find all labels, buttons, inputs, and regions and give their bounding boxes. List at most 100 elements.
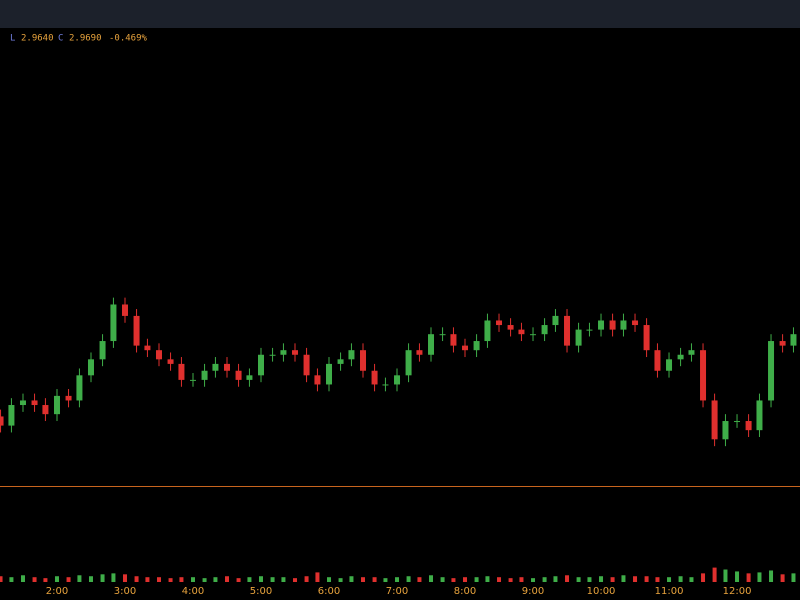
x-tick-label: 12:00 <box>723 586 752 597</box>
x-tick-label: 10:00 <box>587 586 616 597</box>
volume-bar <box>780 574 785 582</box>
volume-bar <box>542 577 547 582</box>
volume-bar <box>791 573 796 582</box>
candle-body <box>541 325 548 335</box>
top-toolbar <box>0 0 800 28</box>
candle-body <box>756 400 763 431</box>
candle-body <box>292 350 299 355</box>
candle-body <box>314 375 321 385</box>
volume-bar <box>213 577 218 582</box>
chart-background <box>0 28 800 600</box>
volume-bar <box>463 577 468 582</box>
volume-bar <box>440 577 445 582</box>
volume-bar <box>293 578 298 582</box>
volume-bar <box>315 572 320 582</box>
candle-body <box>110 304 117 342</box>
volume-bar <box>644 576 649 582</box>
candle-body <box>212 363 219 371</box>
volume-bar <box>32 577 37 582</box>
candle-body <box>280 350 287 355</box>
candle-body <box>722 421 729 440</box>
volume-bar <box>270 577 275 582</box>
volume-bar <box>587 577 592 582</box>
volume-bar <box>236 578 241 582</box>
x-tick-label: 4:00 <box>182 586 204 597</box>
legend-change: -0.469% <box>109 34 148 44</box>
volume-bar <box>553 576 558 582</box>
candle-body <box>609 320 616 330</box>
volume-bar <box>281 577 286 582</box>
volume-bar <box>304 576 309 582</box>
volume-bar <box>769 570 774 582</box>
candle-body <box>677 354 684 360</box>
candle-body <box>688 350 695 355</box>
volume-bar <box>20 575 25 582</box>
candle-body <box>178 363 185 380</box>
volume-bar <box>66 577 71 582</box>
candle-body <box>394 375 401 385</box>
x-tick-label: 5:00 <box>250 586 272 597</box>
volume-bar <box>757 572 762 582</box>
candle-body <box>42 405 49 415</box>
candle-body <box>19 400 26 406</box>
volume-bar <box>599 576 604 582</box>
volume-bar <box>122 574 127 582</box>
volume-bar <box>565 575 570 582</box>
candle-body <box>121 304 128 316</box>
legend-low-label: L <box>10 34 15 44</box>
candle-body <box>779 341 786 346</box>
volume-bar <box>395 577 400 582</box>
candle-body <box>405 350 412 376</box>
volume-bar <box>258 576 263 582</box>
candle-body <box>654 350 661 371</box>
volume-bar <box>372 577 377 582</box>
candle-body <box>496 320 503 326</box>
volume-bar <box>77 575 82 582</box>
legend-close: 2.9690 <box>69 34 102 44</box>
volume-bar <box>43 578 48 582</box>
candle-body <box>768 341 775 401</box>
candle-body <box>53 395 60 415</box>
volume-bar <box>349 576 354 582</box>
volume-bar <box>383 578 388 582</box>
candle-body <box>99 341 106 360</box>
volume-bar <box>519 577 524 582</box>
candle-body <box>8 405 15 426</box>
candle-body <box>326 363 333 385</box>
candle-body <box>269 354 276 356</box>
volume-bar <box>54 576 59 582</box>
candle-body <box>484 320 491 342</box>
x-tick-label: 8:00 <box>454 586 476 597</box>
candle-body <box>87 359 94 376</box>
volume-bar <box>576 577 581 582</box>
volume-bar <box>508 578 513 582</box>
candle-body <box>734 421 741 423</box>
candle-body <box>439 334 446 336</box>
candle-body <box>518 329 525 335</box>
volume-bar <box>361 577 366 582</box>
volume-bar <box>610 577 615 582</box>
candle-body <box>257 354 264 376</box>
candle-body <box>416 350 423 355</box>
volume-bar <box>485 576 490 582</box>
volume-bar <box>678 576 683 582</box>
volume-bar <box>746 573 751 582</box>
x-tick-label: 7:00 <box>386 586 408 597</box>
x-tick-label: 11:00 <box>655 586 684 597</box>
candle-body <box>382 384 389 386</box>
x-tick-label: 2:00 <box>46 586 68 597</box>
candle-body <box>76 375 83 401</box>
candle-body <box>700 350 707 401</box>
legend-low: 2.9640 <box>21 34 54 44</box>
candle-body <box>462 345 469 351</box>
x-tick-label: 3:00 <box>114 586 136 597</box>
volume-bar <box>451 578 456 582</box>
volume-bar <box>179 577 184 582</box>
candle-body <box>337 359 344 364</box>
legend-close-label: C <box>58 34 63 44</box>
candle-body <box>666 359 673 371</box>
volume-bar <box>145 577 150 582</box>
candle-body <box>473 341 480 351</box>
candle-body <box>552 315 559 326</box>
